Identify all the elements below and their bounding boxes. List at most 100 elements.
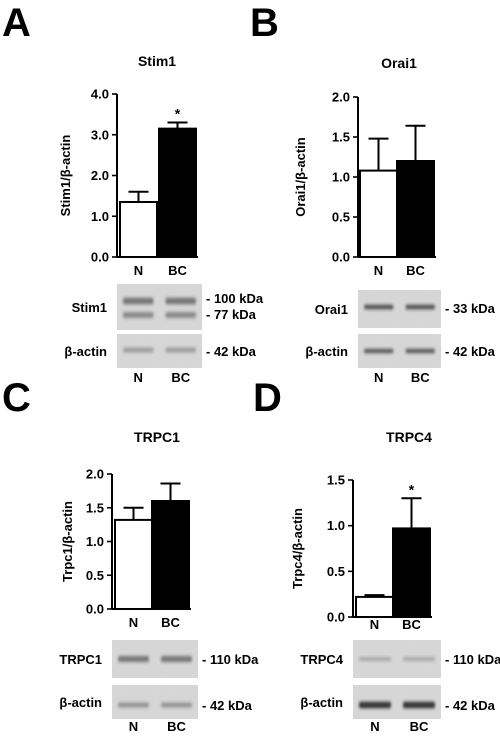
y-tick-label: 4.0 [91, 87, 109, 102]
molecular-weight-marker: - 110 kDa [445, 652, 500, 667]
panel-C: C TRPC1 0.0 0.5 1.0 1.5 2.0 Trpc1/β-actin N BC TRP… [2, 376, 259, 734]
y-axis-label: Orai1/β-actin [293, 137, 308, 217]
molecular-weight-marker: - 33 kDa [445, 301, 496, 316]
blot-lane-label: BC [411, 370, 430, 385]
y-tick-label: 1.0 [91, 209, 109, 224]
y-tick-label: 0.5 [332, 210, 350, 225]
blot-band [403, 657, 435, 661]
blot-band [359, 701, 391, 709]
x-tick-label: N [370, 617, 379, 632]
blot-lane-label: BC [167, 719, 186, 734]
bar-N [359, 169, 398, 259]
blot-row-label: β-actin [64, 344, 107, 359]
blot-row: TRPC4 - 110 kDa [300, 640, 500, 678]
blot-band [123, 297, 154, 305]
x-tick-label: BC [168, 263, 187, 278]
blot-band [161, 702, 192, 708]
x-tick-label: BC [402, 617, 421, 632]
molecular-weight-marker: - 42 kDa [445, 344, 496, 359]
blot-band [165, 347, 196, 353]
x-tick-label: BC [161, 615, 180, 630]
blot-texture [117, 284, 202, 330]
y-tick-label: 0.5 [327, 564, 345, 579]
x-tick-label: BC [406, 263, 425, 278]
blot-band [161, 656, 192, 662]
bar-N [114, 518, 153, 611]
blot-lane-label: BC [410, 719, 429, 734]
y-tick-label: 1.0 [332, 170, 350, 185]
blot-band [364, 348, 394, 354]
y-tick-label: 1.0 [327, 518, 345, 533]
y-tick-label: 2.0 [86, 467, 104, 482]
panel-letter: A [2, 1, 31, 45]
blot-row-label: β-actin [305, 344, 348, 359]
blot-band [403, 701, 435, 709]
y-tick-label: 1.5 [327, 473, 345, 488]
blot-row: β-actin - 42 kDa [300, 685, 496, 719]
y-tick-label: 2.0 [91, 168, 109, 183]
panel-letter: C [2, 376, 31, 420]
bar-BC [151, 500, 190, 610]
blot-row-label: TRPC1 [59, 652, 102, 667]
blot-row: β-actin - 42 kDa [305, 334, 496, 368]
molecular-weight-marker: - 100 kDa [206, 291, 264, 306]
bar-N [355, 595, 394, 619]
x-tick-label: N [129, 615, 138, 630]
significance-marker: * [409, 481, 415, 497]
y-tick-label: 0.0 [332, 250, 350, 265]
blot-row-label: Stim1 [72, 300, 107, 315]
y-axis-label: Trpc1/β-actin [60, 501, 75, 582]
chart-title: Orai1 [381, 55, 417, 71]
blot-row: β-actin - 42 kDa [59, 685, 253, 719]
bar-BC [396, 160, 435, 258]
x-tick-label: N [134, 263, 143, 278]
y-axis-label: Stim1/β-actin [58, 135, 73, 217]
y-tick-label: 0.0 [86, 602, 104, 617]
bar-BC [158, 127, 197, 258]
blot-band [359, 657, 391, 661]
panel-letter: D [253, 376, 282, 420]
blot-row-label: β-actin [59, 695, 102, 710]
chart-title: TRPC1 [134, 429, 180, 445]
y-tick-label: 2.0 [332, 90, 350, 105]
blot-band [165, 297, 196, 305]
chart-title: Stim1 [138, 53, 176, 69]
y-tick-label: 0.0 [91, 250, 109, 265]
blot-lane-label: N [134, 370, 143, 385]
blot-band [123, 312, 154, 318]
blot-lane-label: N [370, 719, 379, 734]
blot-lane-label: N [374, 370, 383, 385]
blot-band [405, 348, 435, 354]
y-axis-label: Trpc4/β-actin [290, 508, 305, 589]
panel-A: A Stim1 0.0 1.0 2.0 3.0 4.0 Stim1/β-actin N BC * St… [2, 1, 264, 385]
molecular-weight-marker: - 42 kDa [206, 344, 257, 359]
panel-B: B Orai1 0.0 0.5 1.0 1.5 2.0 Orai1/β-actin N BC Ora… [250, 1, 496, 385]
panel-D: D TRPC4 0.0 0.5 1.0 1.5 Trpc4/β-actin N BC * TRPC4… [253, 376, 500, 734]
blot-band [405, 304, 435, 310]
significance-marker: * [175, 106, 181, 122]
molecular-weight-marker: - 77 kDa [206, 307, 257, 322]
y-tick-label: 1.0 [86, 534, 104, 549]
molecular-weight-marker: - 42 kDa [202, 698, 253, 713]
blot-texture [112, 685, 198, 719]
blot-band [118, 702, 149, 708]
chart-title: TRPC4 [386, 429, 432, 445]
blot-row-label: Orai1 [315, 302, 348, 317]
bar-N [119, 200, 158, 259]
blot-row: TRPC1 - 110 kDa [59, 640, 259, 678]
blot-band [364, 304, 394, 310]
x-tick-label: N [374, 263, 383, 278]
y-tick-label: 1.5 [332, 130, 350, 145]
blot-row-label: β-actin [300, 695, 343, 710]
blot-band [165, 312, 196, 318]
molecular-weight-marker: - 110 kDa [202, 652, 259, 667]
blot-lane-label: N [129, 719, 138, 734]
y-tick-label: 1.5 [86, 500, 104, 515]
blot-row: Stim1 - 100 kDa- 77 kDa [72, 284, 264, 330]
y-tick-label: 3.0 [91, 127, 109, 142]
bar-BC [392, 527, 431, 619]
y-tick-label: 0.5 [86, 568, 104, 583]
blot-row-label: TRPC4 [300, 652, 343, 667]
blot-band [118, 656, 149, 662]
